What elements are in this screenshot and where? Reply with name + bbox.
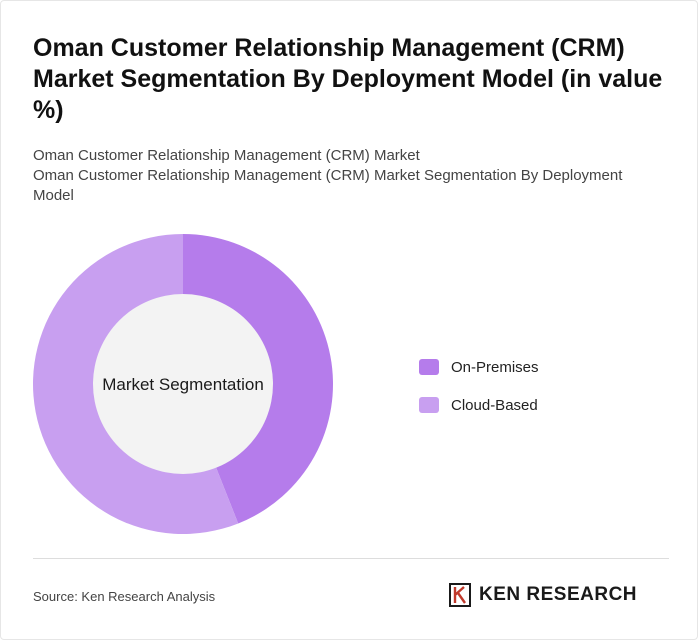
footer-divider xyxy=(33,558,669,559)
source-note: Source: Ken Research Analysis xyxy=(33,589,216,604)
donut-hole xyxy=(93,294,273,474)
legend: On-Premises Cloud-Based xyxy=(419,355,539,431)
legend-swatch-cloud-based xyxy=(419,397,439,413)
chart-subtitle: Oman Customer Relationship Management (C… xyxy=(33,146,663,206)
donut-chart: Market Segmentation xyxy=(33,234,333,534)
legend-item-cloud-based: Cloud-Based xyxy=(419,393,539,417)
legend-label-on-premises: On-Premises xyxy=(451,358,539,376)
ken-research-logo-icon xyxy=(449,583,471,607)
brand: KEN RESEARCH xyxy=(449,583,637,607)
legend-swatch-on-premises xyxy=(419,359,439,375)
center-label: Market Segmentation xyxy=(102,375,264,394)
subtitle-line-2: Oman Customer Relationship Management (C… xyxy=(33,167,623,204)
chart-title: Oman Customer Relationship Management (C… xyxy=(33,34,663,124)
subtitle-line-1: Oman Customer Relationship Management (C… xyxy=(33,147,420,164)
legend-label-cloud-based: Cloud-Based xyxy=(451,396,538,414)
legend-item-on-premises: On-Premises xyxy=(419,355,539,379)
brand-name: KEN RESEARCH xyxy=(479,584,638,605)
